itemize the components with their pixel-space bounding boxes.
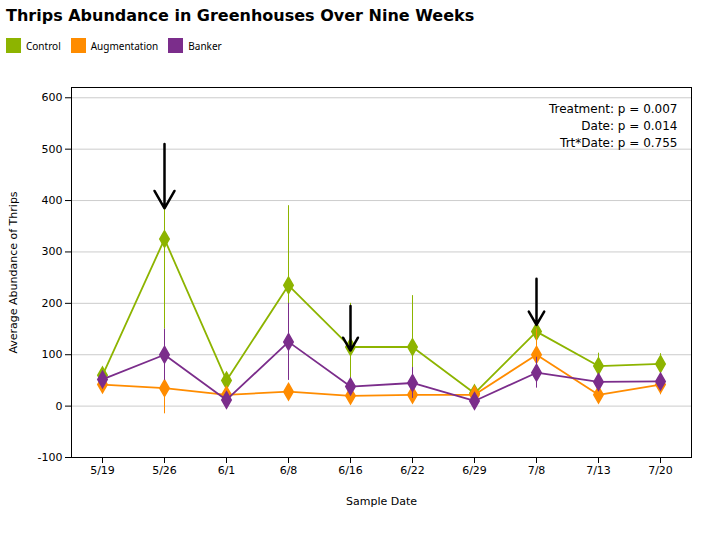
svg-text:6/16: 6/16 — [338, 464, 363, 477]
svg-text:7/8: 7/8 — [528, 464, 546, 477]
svg-text:6/29: 6/29 — [462, 464, 487, 477]
html-text:Control: Control — [26, 38, 61, 53]
html-text:Thrips Abundance in Greenhouse: Thrips Abundance in Greenhouses Over Nin… — [6, 6, 475, 25]
svg-text:300: 300 — [42, 245, 63, 258]
svg-text:Average Abundance of Thrips: Average Abundance of Thrips — [7, 191, 20, 353]
svg-text:400: 400 — [42, 194, 63, 207]
svg-text:600: 600 — [42, 91, 63, 104]
svg-text:7/13: 7/13 — [586, 464, 611, 477]
svg-text:6/8: 6/8 — [280, 464, 298, 477]
svg-text:-100: -100 — [38, 451, 63, 464]
svg-text:100: 100 — [42, 348, 63, 361]
svg-text:6/1: 6/1 — [218, 464, 236, 477]
svg-text:500: 500 — [42, 143, 63, 156]
svg-text:5/19: 5/19 — [90, 464, 115, 477]
html-text:Augmentation: Augmentation — [90, 38, 159, 53]
svg-text:Sample Date: Sample Date — [346, 495, 417, 508]
svg-text:5/26: 5/26 — [152, 464, 177, 477]
svg-text:7/20: 7/20 — [648, 464, 673, 477]
svg-text:6/22: 6/22 — [400, 464, 425, 477]
svg-text:0: 0 — [56, 400, 63, 413]
svg-text:Treatment: p = 0.007Date: p =: Treatment: p = 0.007Date: p = 0.014Trt*D… — [548, 102, 678, 150]
svg-text:200: 200 — [42, 297, 63, 310]
html-text:Banker: Banker — [188, 38, 222, 53]
